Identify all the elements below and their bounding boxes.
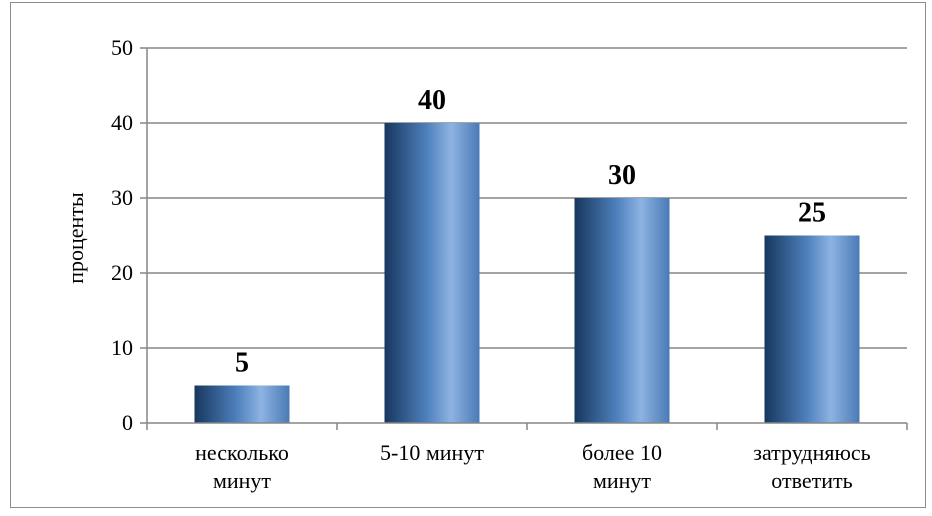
data-label: 40: [418, 85, 446, 116]
y-tick-label: 20: [111, 260, 133, 285]
bar: [574, 198, 670, 423]
bar-chart: 0 10 20 30 40 50 5 40 30 25 несколько минут 5-10 мин…: [63, 35, 908, 493]
data-label: 30: [608, 160, 636, 191]
x-tick-label: более 10: [582, 440, 662, 465]
y-tick-label: 10: [111, 335, 133, 360]
axes: [140, 47, 908, 430]
x-tick-label: минут: [213, 468, 271, 493]
bar: [764, 235, 860, 423]
x-tick-label: затрудняюсь: [753, 440, 870, 465]
y-tick-label: 0: [122, 410, 133, 435]
y-tick-label: 50: [111, 35, 133, 60]
y-tick-label: 30: [111, 185, 133, 210]
bar: [384, 123, 480, 423]
labels: 0 10 20 30 40 50 5 40 30 25 несколько минут 5-10 мин…: [111, 35, 871, 493]
y-axis-title: проценты: [63, 192, 88, 284]
chart-frame: 0 10 20 30 40 50 5 40 30 25 несколько минут 5-10 мин…: [10, 2, 926, 508]
bar: [194, 385, 290, 423]
bars: [194, 123, 860, 423]
x-tick-label: минут: [593, 468, 651, 493]
x-tick-label: ответить: [771, 468, 852, 493]
x-tick-label: 5-10 минут: [380, 440, 484, 465]
data-label: 25: [798, 198, 826, 229]
x-tick-label: несколько: [195, 440, 289, 465]
data-label: 5: [235, 348, 249, 379]
y-tick-label: 40: [111, 110, 133, 135]
